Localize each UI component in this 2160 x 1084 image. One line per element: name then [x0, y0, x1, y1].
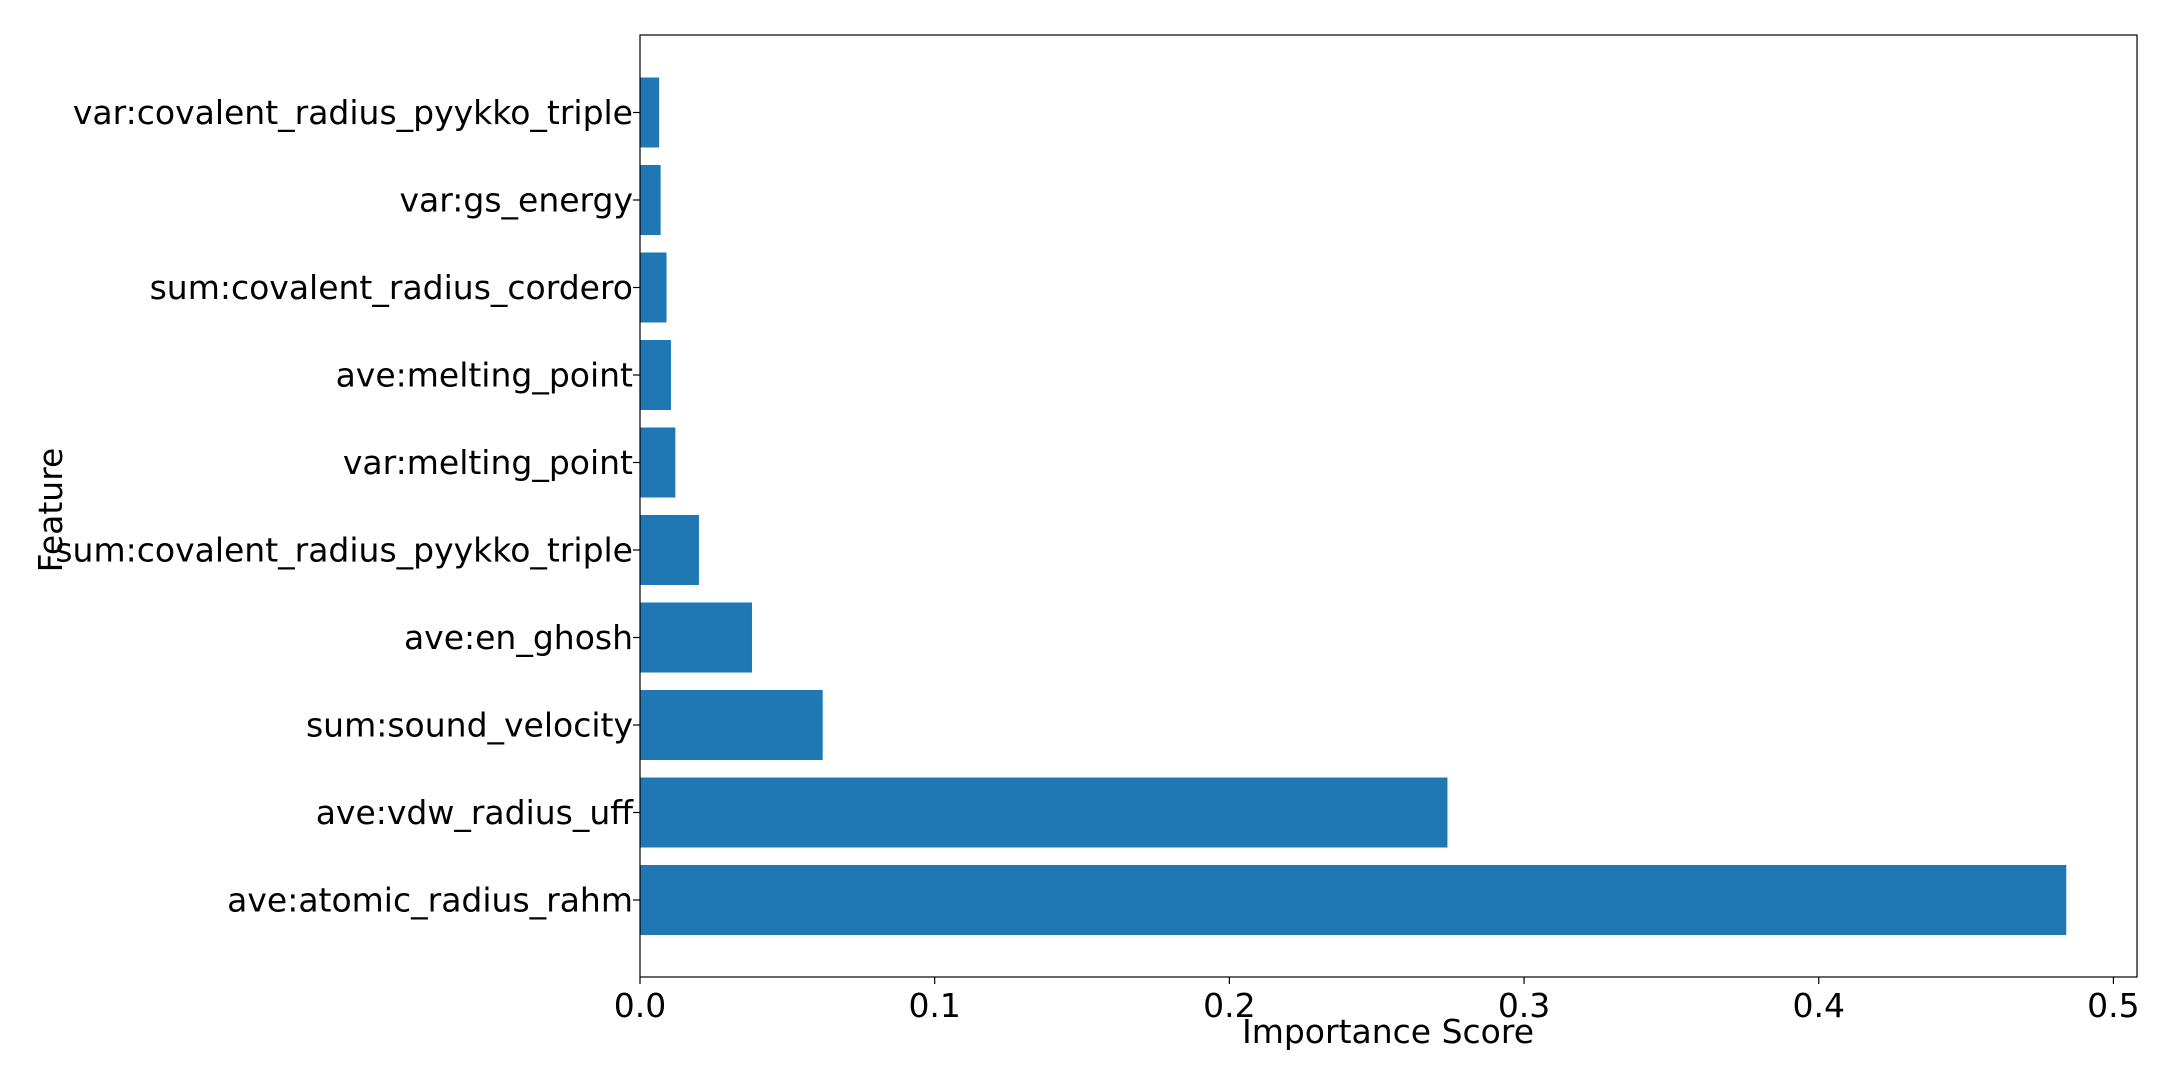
bar: [640, 77, 660, 148]
y-tick-label: sum:covalent_radius_pyykko_triple: [55, 531, 633, 570]
bar: [640, 427, 676, 498]
bar: [640, 777, 1448, 848]
y-tick-label: ave:en_ghosh: [404, 618, 633, 657]
bar: [640, 690, 823, 760]
x-axis-ticks: 0.0 0.1 0.2 0.3 0.4 0.5: [614, 977, 2140, 1025]
x-tick-label: 0.5: [2087, 986, 2139, 1025]
bars-layer: [640, 77, 2067, 935]
x-tick-label: 0.0: [614, 986, 666, 1025]
bar: [640, 865, 2067, 935]
y-tick-label: var:covalent_radius_pyykko_triple: [73, 93, 633, 132]
y-tick-label: ave:melting_point: [336, 356, 633, 395]
bar: [640, 602, 752, 673]
y-axis-ticks: ave:atomic_radius_rahm ave:vdw_radius_uff…: [55, 93, 640, 920]
bar: [640, 165, 661, 235]
x-tick-label: 0.2: [1203, 986, 1255, 1025]
bar: [640, 252, 667, 323]
y-tick-label: sum:covalent_radius_cordero: [150, 268, 633, 307]
y-tick-label: sum:sound_velocity: [306, 706, 633, 745]
y-axis-title: Feature: [31, 448, 70, 573]
y-tick-label: var:melting_point: [343, 443, 633, 482]
y-tick-label: ave:vdw_radius_uff: [316, 793, 635, 832]
x-tick-label: 0.1: [908, 986, 960, 1025]
y-tick-label: ave:atomic_radius_rahm: [227, 881, 633, 920]
y-tick-label: var:gs_energy: [400, 181, 633, 220]
x-axis-title: Importance Score: [1242, 1012, 1534, 1051]
bar: [640, 515, 699, 585]
x-tick-label: 0.3: [1498, 986, 1550, 1025]
bar: [640, 340, 671, 410]
plot-frame: [639, 34, 2138, 978]
x-tick-label: 0.4: [1792, 986, 1844, 1025]
